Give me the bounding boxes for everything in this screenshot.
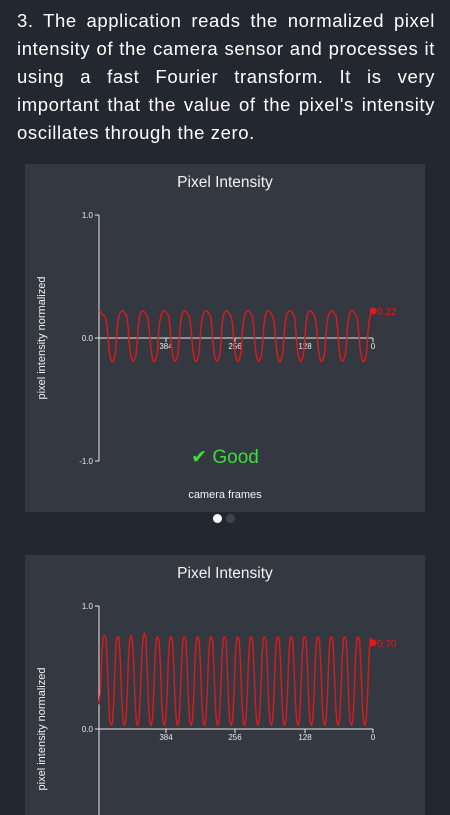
series-line <box>98 632 374 726</box>
x-tick-label: 0 <box>371 342 376 351</box>
y-tick-label: -1.0 <box>79 457 93 466</box>
pager-dot[interactable] <box>226 514 235 523</box>
current-value-label: 0.22 <box>377 307 397 318</box>
intensity-chart-card-2[interactable]: Pixel Intensity 1.0 0.0 384 256 128 0 pixel in… <box>25 555 425 815</box>
y-axis-label: pixel intensity normalized <box>36 668 48 791</box>
series-line <box>99 310 374 363</box>
pager-dot-active[interactable] <box>213 514 222 523</box>
instruction-text: 3. The application reads the normalized … <box>17 10 435 143</box>
x-tick-label: 128 <box>298 342 312 351</box>
signal-status-good: ✔ Good <box>191 447 259 468</box>
y-tick-label: 1.0 <box>82 602 94 611</box>
y-tick-label: 0.0 <box>82 334 94 343</box>
x-tick-label: 0 <box>371 733 376 742</box>
current-value-marker <box>369 307 377 315</box>
y-axis-label: pixel intensity normalized <box>36 277 48 400</box>
x-axis-label: camera frames <box>188 489 262 501</box>
current-value-marker <box>369 639 377 647</box>
x-tick-label: 256 <box>228 733 242 742</box>
intensity-chart: 1.0 0.0 -1.0 384 256 128 0 pixel intensity norm… <box>36 211 397 466</box>
intensity-chart-card[interactable]: Pixel Intensity 1.0 0.0 -1.0 384 256 128 0 pixe… <box>25 164 425 512</box>
chart-title: Pixel Intensity <box>177 565 273 582</box>
chart-title: Pixel Intensity <box>177 174 273 191</box>
x-tick-label: 128 <box>298 733 312 742</box>
current-value-label: 0.70 <box>377 639 397 650</box>
y-tick-label: 1.0 <box>82 211 94 220</box>
x-tick-label: 384 <box>159 733 173 742</box>
x-tick-label: 256 <box>228 342 242 351</box>
x-tick-label: 384 <box>159 342 173 351</box>
y-tick-label: 0.0 <box>82 725 94 734</box>
intensity-chart-2: 1.0 0.0 384 256 128 0 pixel intensity normaliz… <box>36 602 397 815</box>
